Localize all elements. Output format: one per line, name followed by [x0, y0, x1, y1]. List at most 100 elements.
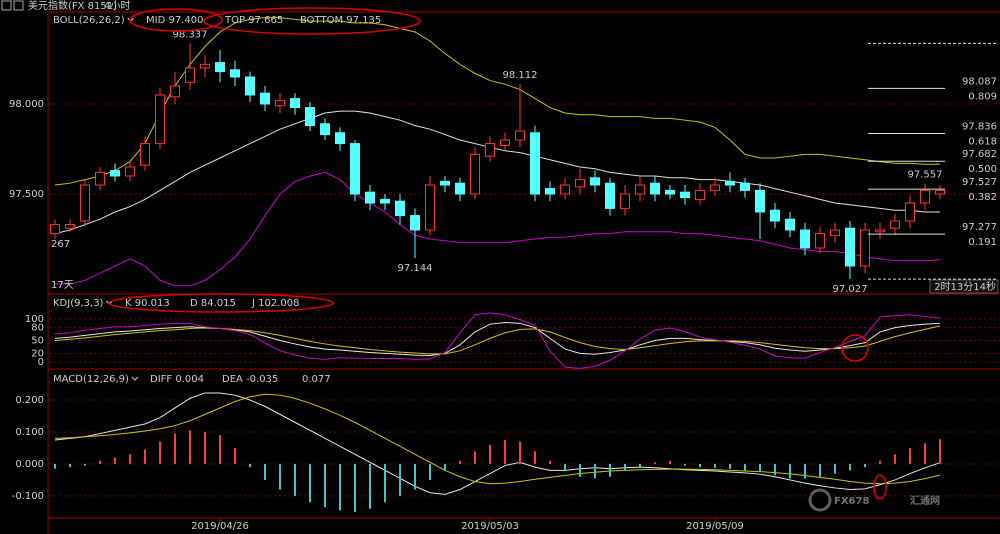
y-tick-label: 100	[25, 314, 44, 325]
watermark-name: 汇通网	[910, 494, 940, 507]
candle-body	[260, 92, 270, 105]
candle-body	[845, 227, 855, 267]
candle-body	[305, 107, 315, 127]
highlight-ellipse	[129, 8, 223, 32]
back-icon[interactable]	[1, 0, 12, 11]
y-tick-label: 0	[38, 357, 44, 368]
period[interactable]: 4小时	[104, 0, 130, 12]
candle-body	[290, 98, 300, 109]
candle-body	[695, 189, 705, 200]
candle-body	[245, 76, 255, 96]
highlight-ellipse	[873, 474, 887, 500]
candle-body	[215, 62, 225, 73]
candle-body	[605, 182, 615, 209]
indicator-title: KDJ(9,3,3)	[53, 298, 104, 309]
candle-body	[350, 143, 360, 195]
countdown-box	[929, 279, 999, 294]
candle-body	[710, 184, 720, 191]
candle-body	[80, 184, 90, 222]
candle-body	[665, 189, 675, 195]
candle-body	[680, 191, 690, 199]
y-tick-label: 20	[31, 348, 44, 359]
candle-body	[650, 182, 660, 195]
candle-body	[560, 184, 570, 195]
legend-entry: K 90.013	[125, 298, 170, 309]
legend-entry: D 84.015	[190, 298, 236, 309]
candle-body	[920, 189, 930, 204]
legend-entry: DEA -0.035	[222, 374, 278, 385]
candle-body	[485, 143, 495, 157]
candle-body	[365, 191, 375, 204]
legend-entry: 0.077	[302, 374, 331, 385]
extreme-label: 98.112	[503, 70, 538, 81]
watermark-brand: FX678	[834, 496, 869, 507]
candle-body	[590, 177, 600, 186]
symbol: 美元指数(FX 8151)	[28, 0, 117, 12]
countdown: 2时13分14秒	[934, 280, 996, 293]
toolbar: 美元指数(FX 8151) 4小时	[1, 0, 130, 12]
y-tick-label: 97.500	[9, 189, 44, 200]
candle-body	[170, 85, 180, 98]
legend-entry: DIFF 0.004	[150, 374, 204, 385]
watermark-logo	[808, 488, 832, 512]
y-tick-label: 80	[31, 323, 44, 334]
candle-body	[740, 182, 750, 191]
indicator-line	[54, 312, 941, 369]
candle-body	[425, 184, 435, 231]
indicator-line	[54, 321, 941, 357]
dropdown-icon	[131, 376, 139, 381]
candle-body	[230, 69, 240, 78]
candle-body	[125, 166, 135, 177]
candle-body	[785, 218, 795, 231]
indicator-line	[54, 17, 940, 186]
forward-icon[interactable]	[13, 0, 24, 11]
candle-body	[395, 200, 405, 217]
candle-body	[770, 209, 780, 222]
candle-body	[800, 229, 810, 249]
candle-body	[905, 202, 915, 222]
fib-ratio: 0.500	[968, 164, 997, 175]
candle-body	[275, 99, 285, 107]
candle-body	[140, 143, 150, 166]
extreme-label: 97.557	[908, 170, 943, 181]
candle-body	[440, 180, 450, 186]
y-tick-label: 0.000	[15, 459, 44, 470]
candle-body	[320, 123, 330, 136]
candle-body	[575, 179, 585, 188]
candle-body	[455, 182, 465, 195]
fib-price: 97.836	[962, 122, 997, 133]
highlight-ellipse	[108, 293, 334, 313]
highlight-marks	[108, 7, 887, 500]
candle-body	[890, 220, 900, 229]
legend-entry: J 102.008	[251, 298, 299, 309]
indicator-line	[54, 393, 941, 485]
x-tick-label: 2019/05/03	[461, 521, 519, 532]
indicator-line	[54, 110, 940, 235]
y-tick-label: 0.200	[15, 395, 44, 406]
indicator-title: BOLL(26,26,2)	[53, 15, 125, 26]
legend-entry: TOP 97.665	[224, 15, 283, 26]
extreme-label: 98.337	[173, 29, 208, 40]
fib-ratio: 0.618	[968, 137, 997, 148]
extreme-label: 97.144	[398, 263, 433, 274]
legend-entry: MID 97.400	[146, 15, 203, 26]
indicator-line	[54, 325, 941, 355]
fib-ratio: 0.191	[968, 237, 997, 248]
fib-price: 98.087	[962, 76, 997, 87]
x-tick-label: 2019/05/09	[686, 521, 744, 532]
indicator-line	[55, 171, 941, 287]
y-tick-label: 98.000	[9, 99, 44, 110]
candle-body	[515, 130, 525, 141]
extreme-label: 97.027	[833, 284, 868, 295]
fib-ratio: 0.809	[968, 91, 997, 102]
candle-body	[335, 132, 345, 145]
candle-body	[155, 94, 165, 145]
fib-ratio: 0.382	[968, 192, 997, 203]
fib-price: 97.682	[962, 149, 997, 160]
candle-body	[815, 233, 825, 249]
fib-price: 97.277	[962, 222, 997, 233]
candle-body	[65, 224, 75, 229]
candle-body	[110, 170, 120, 177]
